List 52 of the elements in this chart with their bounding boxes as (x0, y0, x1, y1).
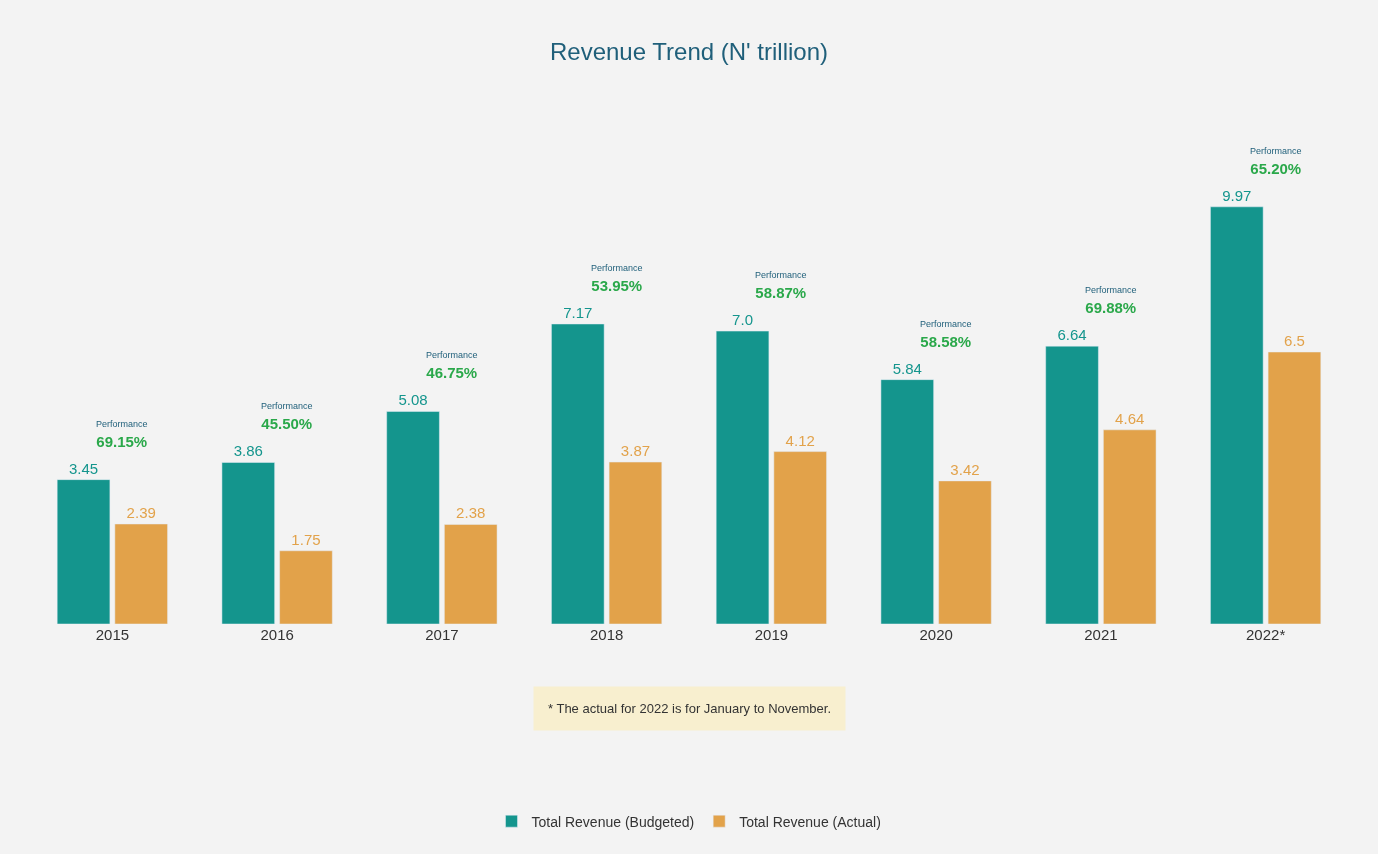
bar (880, 379, 934, 624)
annotation: Performance 69.15% (96, 419, 148, 450)
data-label: 1.75 (291, 530, 321, 548)
data-label: 4.64 (1115, 409, 1145, 427)
data-label: 3.42 (950, 460, 980, 478)
data-label: 7.0 (732, 311, 753, 329)
bar (221, 462, 275, 624)
bar (386, 411, 440, 624)
x-tick-label: 2016 (260, 626, 294, 643)
x-tick-label: 2019 (754, 626, 789, 643)
annotation: Performance 58.58% (920, 319, 972, 350)
data-label: 2.38 (456, 504, 486, 522)
bar (773, 451, 827, 624)
data-label: 5.08 (398, 391, 428, 409)
bar (56, 479, 111, 624)
legend-label: Total Revenue (Budgeted) (531, 813, 695, 830)
bar (1045, 345, 1099, 624)
x-tick-label: 2018 (589, 626, 624, 643)
data-label: 4.12 (785, 431, 815, 449)
bar (279, 550, 333, 624)
bar (715, 330, 770, 624)
data-label: 3.86 (233, 442, 263, 460)
data-label: 6.64 (1057, 326, 1087, 344)
bar (444, 524, 498, 624)
annotation: Performance 53.95% (591, 263, 643, 294)
data-label: 6.5 (1284, 332, 1305, 350)
data-label: 3.45 (68, 459, 99, 477)
data-label: 5.84 (892, 359, 922, 377)
annotation: Performance 69.88% (1085, 285, 1137, 316)
text: * The actual for 2022 is for January to November. (548, 701, 832, 716)
annotation: Performance 46.75% (426, 350, 478, 381)
x-tick-label: 2022* (1246, 626, 1286, 643)
x-tick-label: 2015 (95, 626, 130, 643)
data-label: 2.39 (126, 503, 156, 521)
chart-title: Revenue Trend (N' trillion) (549, 37, 829, 65)
data-label: 3.87 (620, 442, 651, 460)
bar (114, 523, 168, 624)
x-tick-label: 2021 (1084, 626, 1118, 643)
bar (608, 461, 663, 624)
bar (551, 323, 605, 624)
data-label: 9.97 (1222, 186, 1252, 204)
legend-label: Total Revenue (Actual) (739, 813, 881, 830)
data-label: 7.17 (563, 303, 593, 321)
annotation: Performance 45.50% (261, 401, 313, 432)
x-tick-label: 2017 (425, 626, 459, 643)
x-tick-label: 2020 (919, 626, 953, 643)
annotation: Performance 58.87% (755, 270, 807, 301)
bar (1210, 206, 1264, 624)
annotation: Performance 65.20% (1250, 146, 1302, 177)
bar (1103, 429, 1157, 624)
bar (1267, 351, 1322, 624)
bar (938, 480, 992, 624)
